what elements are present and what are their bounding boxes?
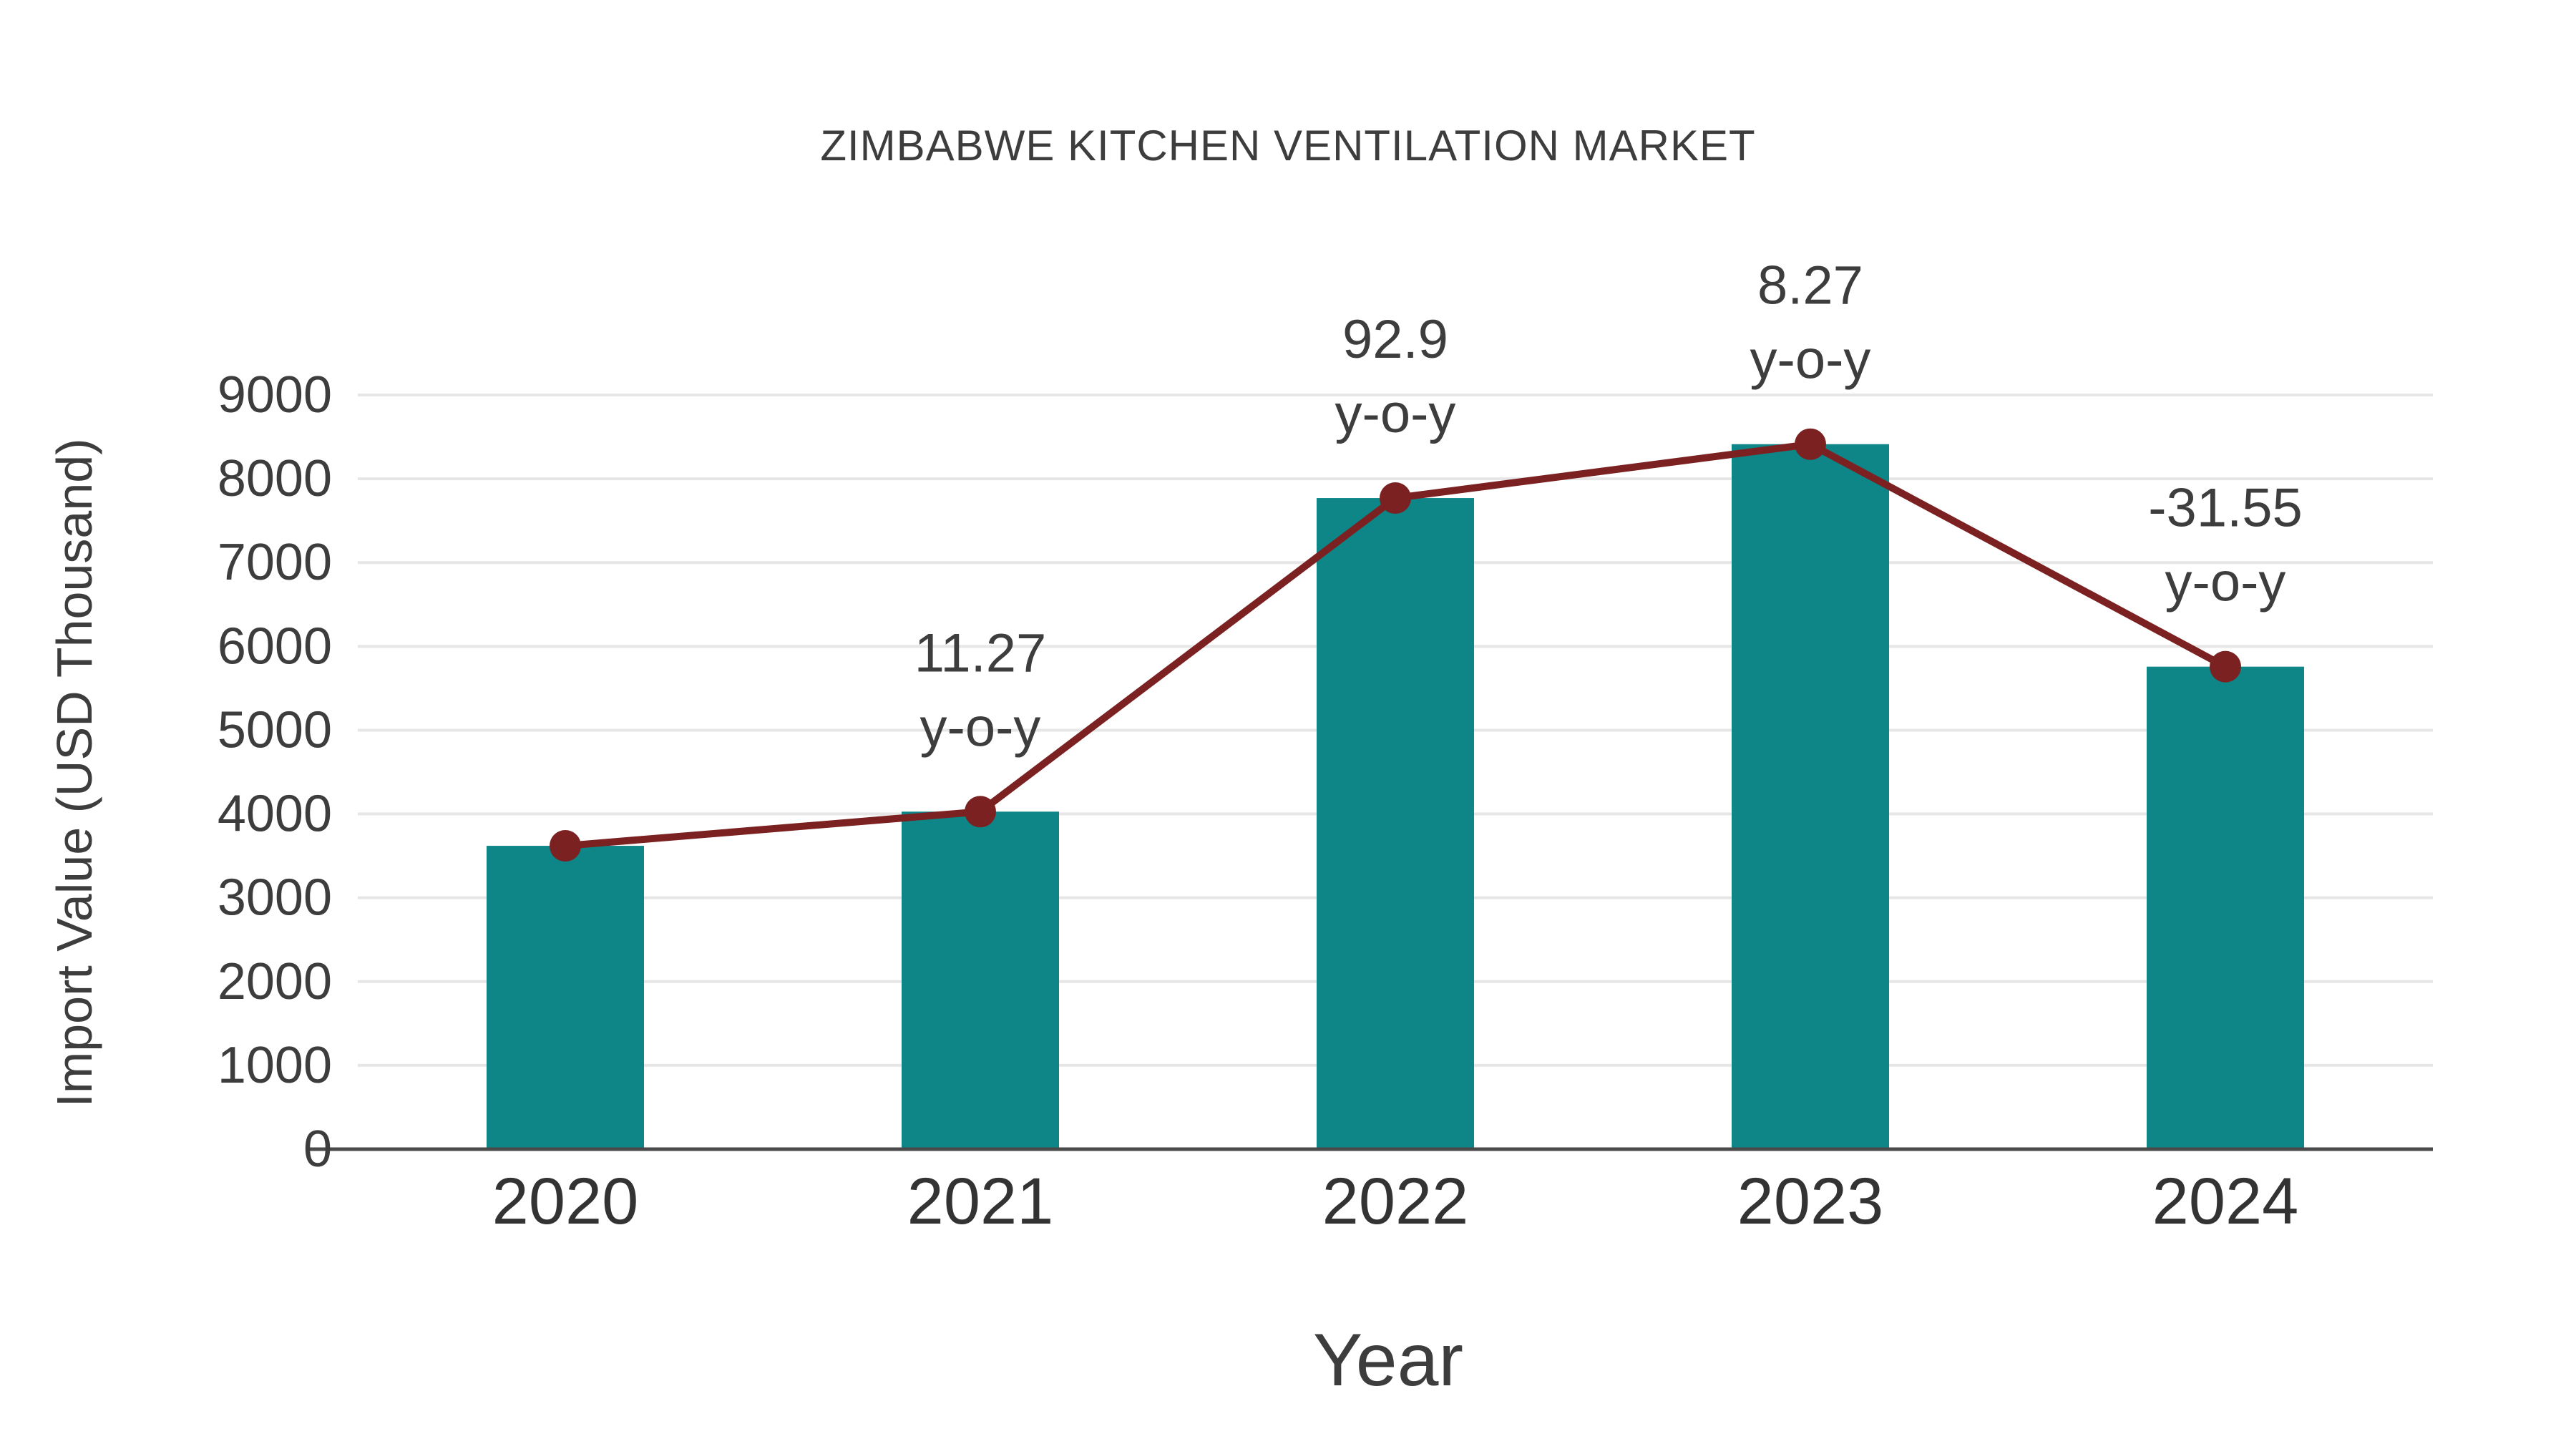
trend-marker-2020 <box>550 830 581 862</box>
y-tick-label: 3000 <box>218 869 332 927</box>
trend-marker-2024 <box>2210 650 2241 683</box>
bar-2020 <box>487 846 644 1149</box>
y-tick-label: 2000 <box>218 953 332 1010</box>
bar-2023 <box>1732 444 1889 1149</box>
annotation-value-2024: -31.55 <box>2148 478 2303 539</box>
y-tick-label: 0 <box>303 1121 332 1178</box>
annotation-value-2021: 11.27 <box>914 623 1047 683</box>
y-tick-label: 7000 <box>218 534 332 591</box>
annotation-value-2022: 92.9 <box>1342 309 1448 370</box>
annotation-unit-2022: y-o-y <box>1335 384 1456 444</box>
annotations: 11.27 y-o-y 92.9 y-o-y 8.27 y-o-y -31.55 y-o-y <box>914 255 2303 758</box>
trend-line-series <box>550 428 2241 862</box>
annotation-unit-2024: y-o-y <box>2165 552 2286 613</box>
trend-marker-2021 <box>965 796 996 828</box>
x-tick-label-2022: 2022 <box>1322 1165 1469 1238</box>
y-tick-label: 9000 <box>218 366 332 424</box>
y-axis-title: Import Value (USD Thousand) <box>47 438 102 1107</box>
x-tick-label-2020: 2020 <box>492 1165 639 1238</box>
annotation-unit-2023: y-o-y <box>1750 330 1871 391</box>
x-tick-label-2021: 2021 <box>907 1165 1054 1238</box>
x-axis-title: Year <box>1313 1319 1463 1402</box>
trend-marker-2023 <box>1795 428 1826 460</box>
annotation-value-2023: 8.27 <box>1757 255 1863 316</box>
y-tick-label: 8000 <box>218 450 332 507</box>
bar-series <box>487 444 2304 1149</box>
x-tick-label-2024: 2024 <box>2152 1165 2299 1238</box>
trend-marker-2022 <box>1380 482 1411 514</box>
bar-2021 <box>902 811 1059 1149</box>
bar-2022 <box>1317 498 1474 1149</box>
y-tick-label: 4000 <box>218 786 332 843</box>
y-tick-label: 6000 <box>218 618 332 675</box>
x-tick-label-2023: 2023 <box>1737 1165 1884 1238</box>
annotation-unit-2021: y-o-y <box>920 697 1041 758</box>
tick-labels: 0 1000 2000 3000 4000 5000 6000 7000 8000 9000 202… <box>218 366 2299 1238</box>
y-tick-label: 5000 <box>218 701 332 758</box>
y-tick-label: 1000 <box>218 1037 332 1094</box>
bar-2024 <box>2147 666 2304 1149</box>
chart-title: ZIMBABWE KITCHEN VENTILATION MARKET <box>820 122 1755 170</box>
